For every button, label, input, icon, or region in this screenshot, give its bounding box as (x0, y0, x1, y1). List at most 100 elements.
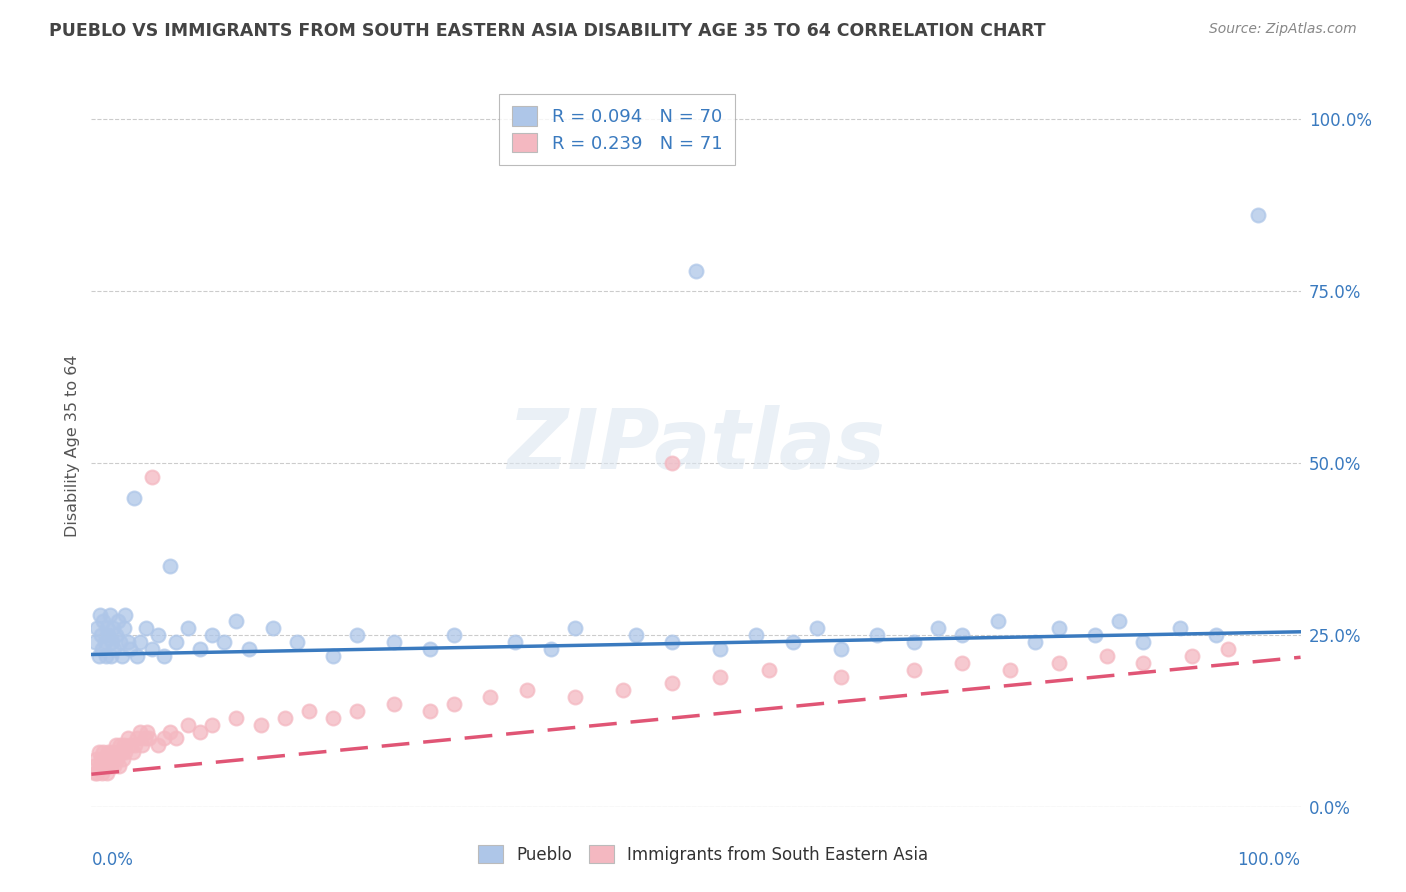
Point (104, 739, 127, 753)
Point (124, 739, 146, 753)
Point (112, 621, 135, 635)
Point (322, 648, 344, 663)
Point (866, 628, 889, 642)
Point (107, 615, 129, 629)
Point (120, 739, 142, 753)
Point (177, 717, 200, 731)
Point (516, 683, 538, 698)
Point (782, 635, 804, 649)
Point (86, 765, 108, 780)
Point (927, 621, 949, 635)
Point (117, 731, 139, 746)
Point (159, 559, 181, 574)
Point (111, 752, 134, 766)
Point (564, 690, 586, 705)
Point (87, 648, 110, 663)
Point (443, 628, 465, 642)
Point (93, 615, 115, 629)
Point (346, 628, 368, 642)
Point (661, 635, 683, 649)
Point (97, 628, 120, 642)
Point (1132, 656, 1154, 670)
Point (127, 648, 149, 663)
Point (419, 642, 441, 657)
Point (141, 470, 163, 484)
Point (1247, 209, 1270, 223)
Point (87, 745, 110, 759)
Point (83, 759, 105, 773)
Point (479, 690, 502, 705)
Legend: R = 0.094   N = 70, R = 0.239   N = 71: R = 0.094 N = 70, R = 0.239 N = 71 (499, 94, 735, 165)
Point (96, 765, 118, 780)
Point (298, 704, 321, 718)
Point (86, 621, 108, 635)
Point (274, 711, 297, 725)
Point (950, 656, 973, 670)
Point (238, 642, 260, 657)
Point (89, 759, 111, 773)
Text: PUEBLO VS IMMIGRANTS FROM SOUTH EASTERN ASIA DISABILITY AGE 35 TO 64 CORRELATION: PUEBLO VS IMMIGRANTS FROM SOUTH EASTERN … (49, 22, 1046, 40)
Point (382, 697, 405, 711)
Point (159, 724, 181, 739)
Point (136, 724, 159, 739)
Point (138, 731, 160, 746)
Point (114, 745, 136, 759)
Point (201, 717, 224, 731)
Point (758, 663, 780, 677)
Point (1084, 628, 1107, 642)
Point (382, 635, 405, 649)
Point (1047, 621, 1070, 635)
Point (103, 759, 125, 773)
Point (90, 752, 112, 766)
Point (84, 635, 107, 649)
Point (1000, 663, 1022, 677)
Point (91, 765, 114, 780)
Point (128, 724, 150, 739)
Point (98, 607, 121, 622)
Point (903, 663, 925, 677)
Point (661, 676, 683, 690)
Point (830, 669, 852, 683)
Point (285, 635, 308, 649)
Point (201, 628, 224, 642)
Point (146, 739, 169, 753)
Point (84, 765, 107, 780)
Point (141, 642, 163, 657)
Point (950, 628, 973, 642)
Point (93, 759, 115, 773)
Point (830, 642, 852, 657)
Point (1095, 648, 1118, 663)
Point (98, 752, 121, 766)
Point (214, 635, 236, 649)
Point (806, 621, 828, 635)
Point (661, 456, 683, 470)
Point (128, 635, 150, 649)
Point (127, 731, 149, 746)
Point (105, 752, 128, 766)
Point (153, 648, 176, 663)
Point (101, 635, 124, 649)
Point (100, 759, 122, 773)
Point (96, 621, 118, 635)
Point (101, 745, 124, 759)
Point (153, 731, 176, 746)
Point (262, 621, 284, 635)
Point (93, 635, 115, 649)
Point (1024, 635, 1046, 649)
Point (134, 731, 156, 746)
Point (225, 615, 247, 629)
Point (91, 642, 114, 657)
Point (117, 635, 139, 649)
Point (97, 745, 120, 759)
Point (120, 642, 142, 657)
Point (165, 635, 187, 649)
Point (624, 628, 647, 642)
Point (122, 491, 145, 505)
Point (346, 704, 368, 718)
Point (188, 642, 211, 657)
Point (100, 648, 122, 663)
Point (1047, 656, 1070, 670)
Point (709, 642, 731, 657)
Point (93, 745, 115, 759)
Y-axis label: Disability Age 35 to 64: Disability Age 35 to 64 (65, 355, 80, 537)
